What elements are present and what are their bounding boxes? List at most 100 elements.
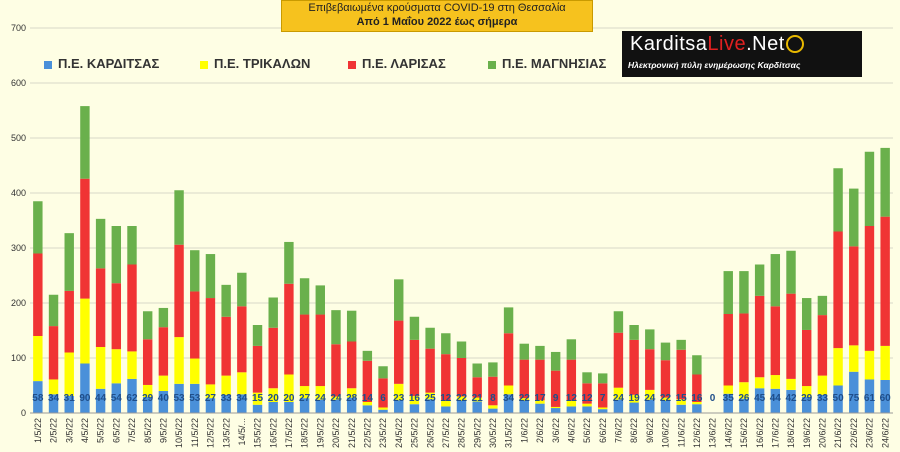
- bar-trikala: [331, 396, 341, 400]
- bar-magnisia: [252, 325, 263, 346]
- data-label-karditsa: 15: [252, 393, 264, 404]
- bar-trikala: [80, 298, 90, 364]
- logo-mark-icon: [786, 35, 804, 53]
- x-tick-label: 17/5/22: [284, 418, 294, 448]
- x-tick-label: 4/5/22: [80, 418, 90, 443]
- data-label-karditsa: 26: [738, 393, 750, 404]
- bar-larisa: [299, 314, 310, 387]
- bar-magnisia: [299, 278, 310, 315]
- bar-larisa: [849, 246, 859, 346]
- data-label-karditsa: 24: [613, 393, 625, 404]
- data-label-karditsa: 14: [362, 393, 374, 404]
- bar-larisa: [786, 293, 796, 379]
- data-label-karditsa: 33: [817, 393, 829, 404]
- x-tick-label: 16/5/22: [268, 418, 278, 448]
- bar-karditsa: [817, 394, 828, 413]
- bar-trikala: [645, 389, 655, 400]
- bar-larisa: [190, 291, 200, 359]
- bar-karditsa: [111, 383, 122, 413]
- bar-karditsa: [95, 388, 106, 413]
- bar-trikala: [801, 386, 812, 398]
- bar-trikala: [472, 397, 482, 402]
- bar-magnisia: [676, 339, 686, 350]
- bar-magnisia: [190, 250, 200, 292]
- bar-karditsa: [378, 409, 388, 413]
- legend-label-trikala: Π.Ε. ΤΡΙΚΑΛΩΝ: [214, 56, 311, 71]
- bar-magnisia: [801, 298, 812, 330]
- bar-trikala: [409, 395, 420, 405]
- data-label-karditsa: 12: [581, 393, 593, 404]
- bar-larisa: [535, 359, 545, 401]
- bar-karditsa: [284, 402, 294, 413]
- bar-trikala: [252, 392, 263, 405]
- bar-karditsa: [394, 400, 404, 413]
- bar-magnisia: [95, 218, 106, 269]
- x-tick-label: 4/6/22: [566, 418, 576, 443]
- bar-trikala: [613, 387, 624, 400]
- bar-larisa: [503, 333, 514, 386]
- bar-trikala: [346, 388, 357, 398]
- bar-magnisia: [833, 168, 843, 232]
- x-tick-label: 1/5/22: [33, 418, 43, 443]
- bar-larisa: [723, 314, 733, 386]
- bar-larisa: [142, 339, 153, 385]
- logo-wordmark: KarditsaLive.Net: [630, 33, 785, 55]
- bar-trikala: [142, 384, 153, 398]
- bar-trikala: [205, 384, 216, 399]
- data-label-karditsa: 44: [95, 393, 107, 404]
- data-label-karditsa: 9: [553, 393, 559, 404]
- bar-karditsa: [566, 406, 577, 413]
- bar-karditsa: [252, 404, 263, 413]
- data-label-karditsa: 20: [268, 393, 280, 404]
- bar-karditsa: [425, 399, 435, 413]
- x-tick-label: 22/5/22: [363, 418, 373, 448]
- bar-karditsa: [64, 395, 74, 413]
- bar-karditsa: [237, 394, 247, 413]
- bar-trikala: [535, 400, 545, 404]
- legend-label-karditsa: Π.Ε. ΚΑΡΔΙΤΣΑΣ: [58, 56, 160, 71]
- y-tick-label: 100: [11, 353, 26, 363]
- bar-karditsa: [786, 389, 796, 413]
- bar-karditsa: [676, 404, 686, 413]
- bar-trikala: [550, 406, 561, 409]
- bar-trikala: [378, 407, 388, 410]
- x-tick-label: 5/5/22: [96, 418, 106, 443]
- bar-trikala: [833, 348, 843, 386]
- x-tick-label: 26/5/22: [425, 418, 435, 448]
- bar-larisa: [613, 332, 624, 388]
- bar-trikala: [425, 392, 435, 400]
- x-tick-label: 19/6/22: [802, 418, 812, 448]
- bar-trikala: [770, 375, 781, 389]
- bar-magnisia: [754, 264, 765, 296]
- bar-larisa: [221, 316, 231, 376]
- data-label-karditsa: 40: [158, 393, 170, 404]
- bar-larisa: [645, 349, 655, 390]
- bar-larisa: [550, 370, 561, 407]
- bar-trikala: [692, 402, 702, 405]
- bar-magnisia: [268, 297, 278, 328]
- bar-magnisia: [80, 106, 90, 179]
- bar-larisa: [880, 216, 890, 346]
- bar-larisa: [205, 298, 216, 385]
- bar-magnisia: [142, 311, 153, 340]
- bar-karditsa: [660, 400, 671, 413]
- data-label-karditsa: 17: [534, 393, 546, 404]
- bar-trikala: [582, 403, 592, 407]
- bar-karditsa: [409, 404, 420, 413]
- legend-swatch-larisa: [348, 60, 356, 69]
- x-tick-label: 25/5/22: [410, 418, 420, 448]
- y-tick-label: 700: [11, 23, 26, 33]
- x-tick-label: 10/6/22: [661, 418, 671, 448]
- bar-trikala: [488, 405, 498, 409]
- x-tick-label: 6/6/22: [598, 418, 608, 443]
- bar-trikala: [754, 377, 765, 389]
- data-label-karditsa: 22: [456, 393, 468, 404]
- bar-karditsa: [205, 398, 216, 413]
- bar-magnisia: [221, 284, 231, 317]
- data-label-karditsa: 22: [660, 393, 672, 404]
- bar-magnisia: [519, 343, 529, 360]
- x-tick-label: 29/5/22: [472, 418, 482, 448]
- bar-larisa: [629, 339, 639, 395]
- bar-karditsa: [315, 399, 325, 413]
